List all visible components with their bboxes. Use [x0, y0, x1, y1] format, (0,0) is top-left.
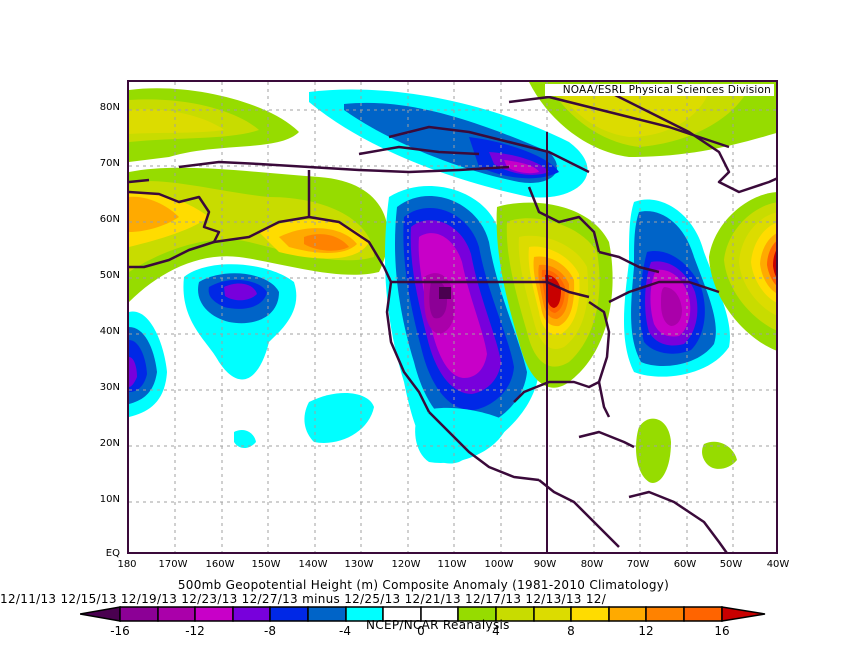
y-tick-label: 20N: [99, 438, 120, 449]
negative-anomaly-atlantic-canada: [624, 199, 730, 377]
y-tick-label: 80N: [99, 102, 120, 113]
colorbar-label: 12: [638, 624, 654, 638]
x-tick-label: 80W: [580, 559, 604, 570]
colorbar-label: -12: [185, 624, 205, 638]
x-tick-label: 120W: [391, 559, 421, 570]
y-tick-label: 70N: [99, 158, 120, 169]
x-tick-label: 40W: [766, 559, 790, 570]
coastlines: [129, 90, 776, 552]
colorbar-label: -8: [264, 624, 276, 638]
map-plot-area: NOAA/ESRL Physical Sciences Division: [127, 80, 778, 554]
negative-anomaly-subtropical-pacific: [129, 311, 167, 417]
data-source-label: NCEP/NCAR Reanalysis: [366, 618, 510, 632]
positive-anomaly-arctic-pacific: [129, 88, 299, 162]
negative-anomaly-hawaii: [234, 430, 256, 448]
x-tick-label: 160W: [205, 559, 235, 570]
colorbar-label: 4: [492, 624, 500, 638]
colorbar-label: 0: [417, 624, 425, 638]
credit-label: NOAA/ESRL Physical Sciences Division: [544, 84, 774, 96]
chart-subtitle-dates: 3 12/11/13 12/15/13 12/19/13 12/23/13 12…: [0, 592, 607, 606]
positive-anomaly-caribbean: [636, 418, 671, 483]
x-tick-label: 60W: [673, 559, 697, 570]
colorbar-label: 16: [714, 624, 730, 638]
positive-anomaly-atlantic-subtropics: [702, 441, 737, 469]
colorbar: [80, 606, 766, 622]
y-tick-label: 50N: [99, 270, 120, 281]
x-tick-label: 130W: [344, 559, 374, 570]
chart-title: 500mb Geopotential Height (m) Composite …: [177, 578, 670, 592]
colorbar-label: -4: [339, 624, 351, 638]
y-tick-label: 30N: [99, 382, 120, 393]
x-tick-label: 70W: [626, 559, 650, 570]
x-tick-label: 170W: [158, 559, 188, 570]
x-tick-label: 140W: [298, 559, 328, 570]
negative-anomaly-central-pacific: [183, 264, 297, 380]
x-tick-label: 100W: [484, 559, 514, 570]
x-tick-label: 90W: [533, 559, 557, 570]
positive-anomaly-greenland: [529, 82, 776, 157]
negative-anomaly-near-hawaii: [304, 392, 374, 443]
positive-anomaly-great-lakes: [496, 202, 613, 388]
y-tick-label: 10N: [99, 494, 120, 505]
colorbar-label: -16: [110, 624, 130, 638]
y-tick-label: 60N: [99, 214, 120, 225]
colorbar-label: 8: [567, 624, 575, 638]
positive-anomaly-alaska: [129, 167, 389, 302]
positive-anomaly-north-atlantic: [709, 192, 776, 351]
y-tick-label: 40N: [99, 326, 120, 337]
y-tick-label: EQ: [105, 548, 120, 559]
x-tick-label: 150W: [251, 559, 281, 570]
x-tick-label: 180: [117, 559, 137, 570]
anomaly-map: [129, 82, 776, 552]
negative-anomaly-arctic-canada: [309, 89, 588, 198]
x-tick-label: 110W: [437, 559, 467, 570]
x-tick-label: 50W: [719, 559, 743, 570]
